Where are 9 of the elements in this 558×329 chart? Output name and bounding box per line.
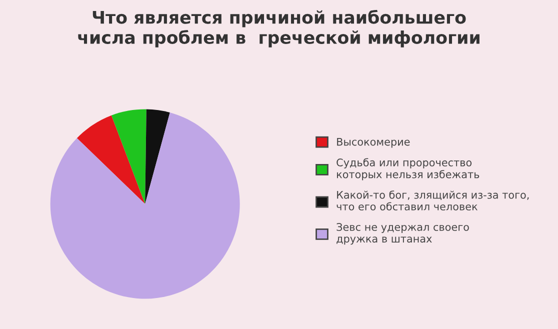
legend-label: Зевс не удержал своего дружка в штанах <box>336 223 469 245</box>
legend-label: Высокомерие <box>337 138 410 148</box>
pie-slice <box>76 115 146 204</box>
legend-label: Какой-то бог, злящийся из-за того, что его обставил человек <box>336 190 529 210</box>
pie-slice <box>50 112 240 299</box>
chart-title: Что является причиной наибольшего числа проблем в греческой мифологии <box>78 10 480 48</box>
legend-label: Судьба или пророчество которых нельзя избежать <box>336 158 480 180</box>
pie-slice <box>111 109 146 204</box>
pie-slice <box>145 109 170 204</box>
